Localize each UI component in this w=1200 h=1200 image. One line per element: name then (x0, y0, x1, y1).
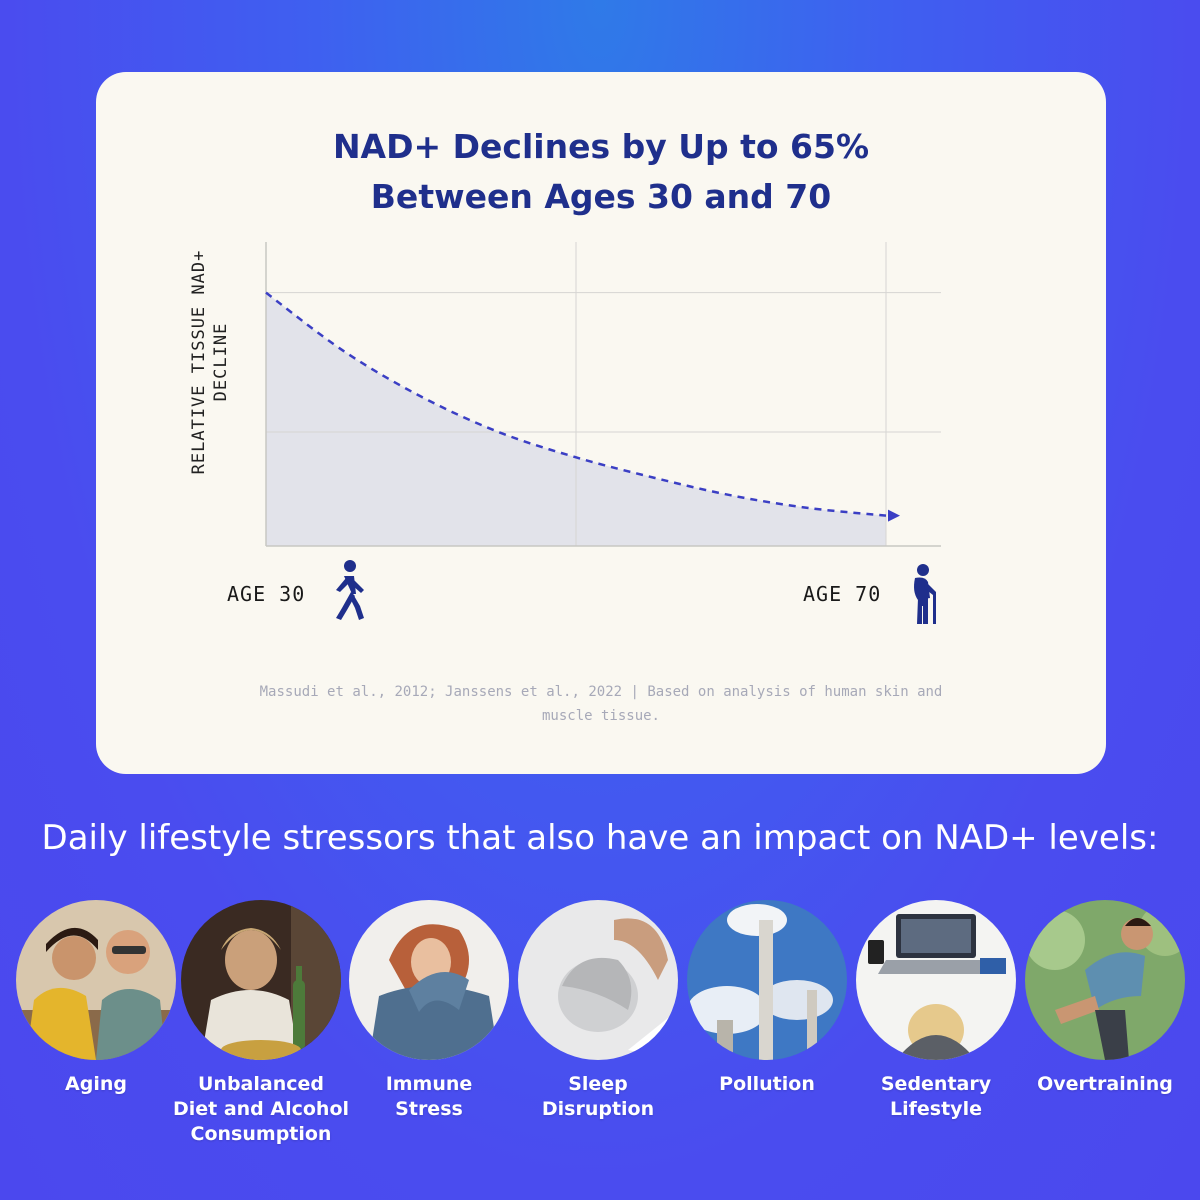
label-line: Pollution (719, 1073, 815, 1095)
chart-title: NAD+ Declines by Up to 65% Between Ages … (96, 122, 1106, 222)
chart-source-note: Massudi et al., 2012; Janssens et al., 2… (259, 684, 943, 724)
stressor-sleep-disruption: Sleep Disruption (508, 900, 688, 1122)
stressor-label: Sedentary Lifestyle (846, 1072, 1026, 1122)
stressor-immune-stress: Immune Stress (339, 900, 519, 1122)
label-line: Diet and Alcohol (172, 1098, 350, 1120)
couple-photo-icon (16, 900, 176, 1060)
elderly-person-cane-icon (914, 564, 936, 624)
laptop-desk-photo-icon (856, 900, 1016, 1060)
stressor-label: Unbalanced Diet and Alcohol Consumption (171, 1072, 351, 1147)
stressor-label: Sleep Disruption (508, 1072, 688, 1122)
sneezing-woman-photo-icon (349, 900, 509, 1060)
stressor-label: Aging (6, 1072, 186, 1097)
label-line: Unbalanced (198, 1073, 324, 1095)
area-fill (266, 292, 886, 546)
stressor-overtraining: Overtraining (1015, 900, 1195, 1097)
y-axis-label: RELATIVE TISSUE NAD+ DECLINE (189, 249, 231, 475)
stressor-diet-alcohol: Unbalanced Diet and Alcohol Consumption (171, 900, 351, 1147)
series-line (265, 291, 887, 517)
smokestack-photo-icon (687, 900, 847, 1060)
stressors-row: Aging Unbalanced Diet and Alcohol Consum… (0, 900, 1200, 1200)
stressor-label: Immune Stress (339, 1072, 519, 1122)
exhausted-runner-photo-icon (1025, 900, 1185, 1060)
label-line: Sleep (568, 1073, 628, 1095)
stressors-heading: Daily lifestyle stressors that also have… (41, 818, 1159, 858)
series-arrow-head (888, 509, 900, 522)
chart-card: NAD+ Declines by Up to 65% Between Ages … (96, 72, 1106, 774)
chart-title-line-1: NAD+ Declines by Up to 65% (332, 127, 870, 166)
chart-plot (265, 242, 941, 547)
walking-person-icon (336, 560, 364, 620)
sleeping-person-photo-icon (518, 900, 678, 1060)
label-line: Aging (65, 1073, 127, 1095)
label-line: Lifestyle (890, 1098, 982, 1120)
label-line: Overtraining (1037, 1073, 1173, 1095)
label-line: Consumption (190, 1123, 332, 1145)
chart-title-line-2: Between Ages 30 and 70 (370, 177, 832, 216)
stressor-pollution: Pollution (677, 900, 857, 1097)
stressor-aging: Aging (6, 900, 186, 1097)
tired-drinker-photo-icon (181, 900, 341, 1060)
label-line: Disruption (541, 1098, 655, 1120)
stressor-sedentary-lifestyle: Sedentary Lifestyle (846, 900, 1026, 1122)
stressor-label: Pollution (677, 1072, 857, 1097)
stressor-label: Overtraining (1015, 1072, 1195, 1097)
label-line: Immune (385, 1073, 473, 1095)
x-axis-start-label: AGE 30 (227, 582, 306, 606)
label-line: Stress (395, 1098, 463, 1120)
x-axis-end-label: AGE 70 (803, 582, 882, 606)
label-line: Sedentary (880, 1073, 992, 1095)
